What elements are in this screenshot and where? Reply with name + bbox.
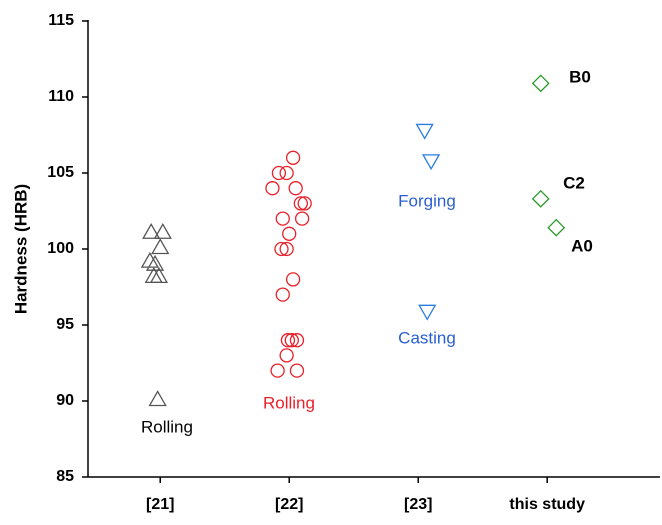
point: [531, 189, 550, 208]
point: [274, 241, 289, 257]
point: [531, 74, 550, 93]
point: [418, 304, 437, 321]
point: [289, 363, 305, 378]
point: [285, 150, 301, 165]
point: [288, 181, 303, 196]
point: [293, 196, 308, 211]
point: [153, 222, 172, 239]
x-tick-label: [22]: [275, 496, 303, 513]
y-tick-label: 110: [48, 88, 74, 105]
y-tick-label: 100: [47, 240, 74, 257]
y-tick-label: 105: [47, 164, 74, 181]
point: [421, 154, 441, 171]
point: [282, 226, 297, 241]
point: [142, 222, 161, 239]
annotation: Rolling: [141, 417, 193, 436]
point: [294, 211, 310, 226]
annotation: C2: [563, 173, 585, 192]
point: [279, 348, 294, 363]
point: [270, 363, 285, 378]
y-tick-label: 115: [48, 12, 74, 29]
annotation: B0: [569, 67, 591, 86]
x-tick-label: this study: [509, 496, 585, 513]
y-axis-label: Hardness (HRB): [11, 184, 30, 314]
point: [275, 211, 290, 226]
point: [271, 165, 287, 181]
point: [265, 181, 280, 196]
point: [547, 218, 566, 237]
point: [280, 333, 296, 348]
annotation: Forging: [398, 191, 456, 210]
point: [297, 196, 312, 211]
point: [279, 241, 294, 257]
point: [140, 251, 160, 268]
annotation: A0: [571, 236, 593, 255]
point: [285, 272, 301, 287]
x-tick-label: [21]: [146, 496, 174, 513]
point: [284, 333, 299, 348]
point: [151, 238, 170, 255]
point: [279, 165, 294, 181]
point: [289, 333, 305, 348]
annotation: Rolling: [263, 393, 315, 412]
annotation: Casting: [398, 328, 456, 347]
y-tick-label: 90: [56, 392, 74, 409]
y-tick-label: 85: [56, 468, 74, 485]
x-tick-label: [23]: [404, 496, 432, 513]
point: [275, 287, 290, 302]
y-tick-label: 95: [56, 316, 74, 333]
point: [148, 390, 167, 407]
point: [149, 267, 169, 284]
point: [415, 123, 434, 140]
